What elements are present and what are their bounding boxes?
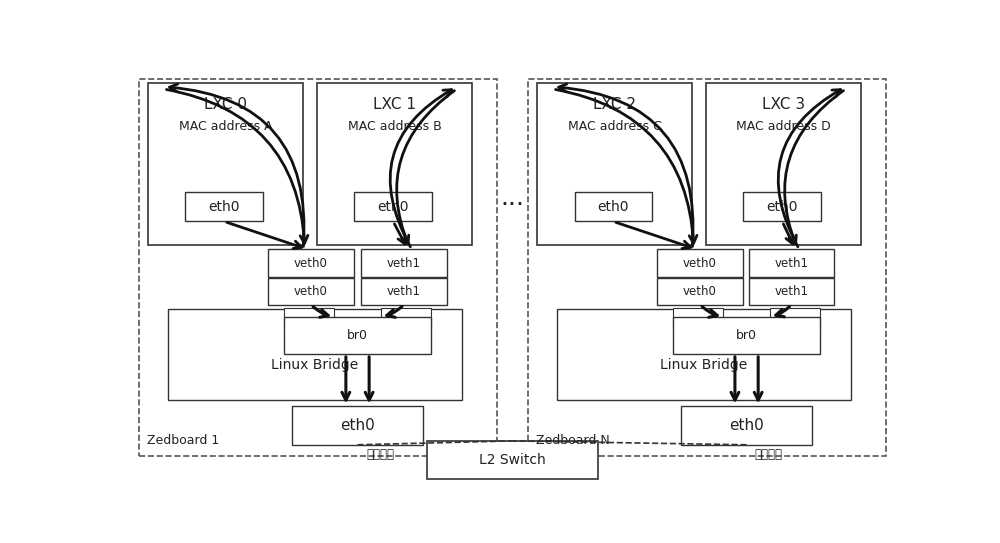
Bar: [317, 83, 472, 244]
Bar: [361, 279, 447, 305]
Text: 混杂模式: 混杂模式: [367, 447, 395, 460]
Bar: [168, 310, 462, 400]
Text: br0: br0: [736, 329, 757, 342]
Bar: [292, 406, 423, 445]
Text: Zedboard 1: Zedboard 1: [147, 434, 219, 447]
Bar: [574, 192, 652, 222]
Bar: [354, 192, 432, 222]
Text: LXC 2: LXC 2: [593, 97, 636, 112]
Bar: [185, 192, 263, 222]
Bar: [537, 83, 692, 244]
Text: LXC 3: LXC 3: [762, 97, 805, 112]
Bar: [657, 249, 743, 277]
Text: eth0: eth0: [766, 200, 798, 214]
Text: veth0: veth0: [294, 285, 328, 298]
Bar: [268, 279, 354, 305]
Text: eth0: eth0: [208, 200, 240, 214]
Text: eth0: eth0: [729, 418, 764, 433]
Text: br0: br0: [347, 329, 368, 342]
Text: Linux Bridge: Linux Bridge: [660, 358, 748, 372]
Text: veth0: veth0: [683, 256, 717, 269]
Bar: [743, 192, 821, 222]
Bar: [673, 308, 723, 329]
Bar: [528, 79, 886, 456]
Text: Linux Bridge: Linux Bridge: [271, 358, 358, 372]
Bar: [681, 406, 812, 445]
Text: Zedboard N: Zedboard N: [536, 434, 610, 447]
Bar: [427, 441, 598, 479]
Text: MAC address D: MAC address D: [736, 120, 831, 133]
Bar: [139, 79, 497, 456]
Bar: [557, 310, 851, 400]
Text: veth0: veth0: [683, 285, 717, 298]
Bar: [673, 317, 820, 354]
Text: MAC address C: MAC address C: [568, 120, 662, 133]
Bar: [361, 249, 447, 277]
Text: eth0: eth0: [598, 200, 629, 214]
Bar: [749, 249, 834, 277]
Text: veth1: veth1: [387, 256, 421, 269]
Text: 混杂模式: 混杂模式: [754, 447, 782, 460]
Text: eth0: eth0: [377, 200, 409, 214]
Bar: [284, 317, 431, 354]
Text: LXC 0: LXC 0: [204, 97, 247, 112]
Bar: [770, 308, 820, 329]
Bar: [706, 83, 861, 244]
Text: MAC address A: MAC address A: [179, 120, 273, 133]
Bar: [749, 279, 834, 305]
Bar: [381, 308, 431, 329]
Text: veth0: veth0: [294, 256, 328, 269]
Text: L2 Switch: L2 Switch: [479, 453, 546, 467]
Text: veth1: veth1: [774, 285, 808, 298]
Bar: [657, 279, 743, 305]
Text: LXC 1: LXC 1: [373, 97, 416, 112]
Text: veth1: veth1: [774, 256, 808, 269]
Bar: [268, 249, 354, 277]
Text: eth0: eth0: [340, 418, 375, 433]
Text: MAC address B: MAC address B: [348, 120, 442, 133]
Bar: [284, 308, 334, 329]
Text: veth1: veth1: [387, 285, 421, 298]
Bar: [148, 83, 303, 244]
Text: ...: ...: [501, 186, 524, 210]
